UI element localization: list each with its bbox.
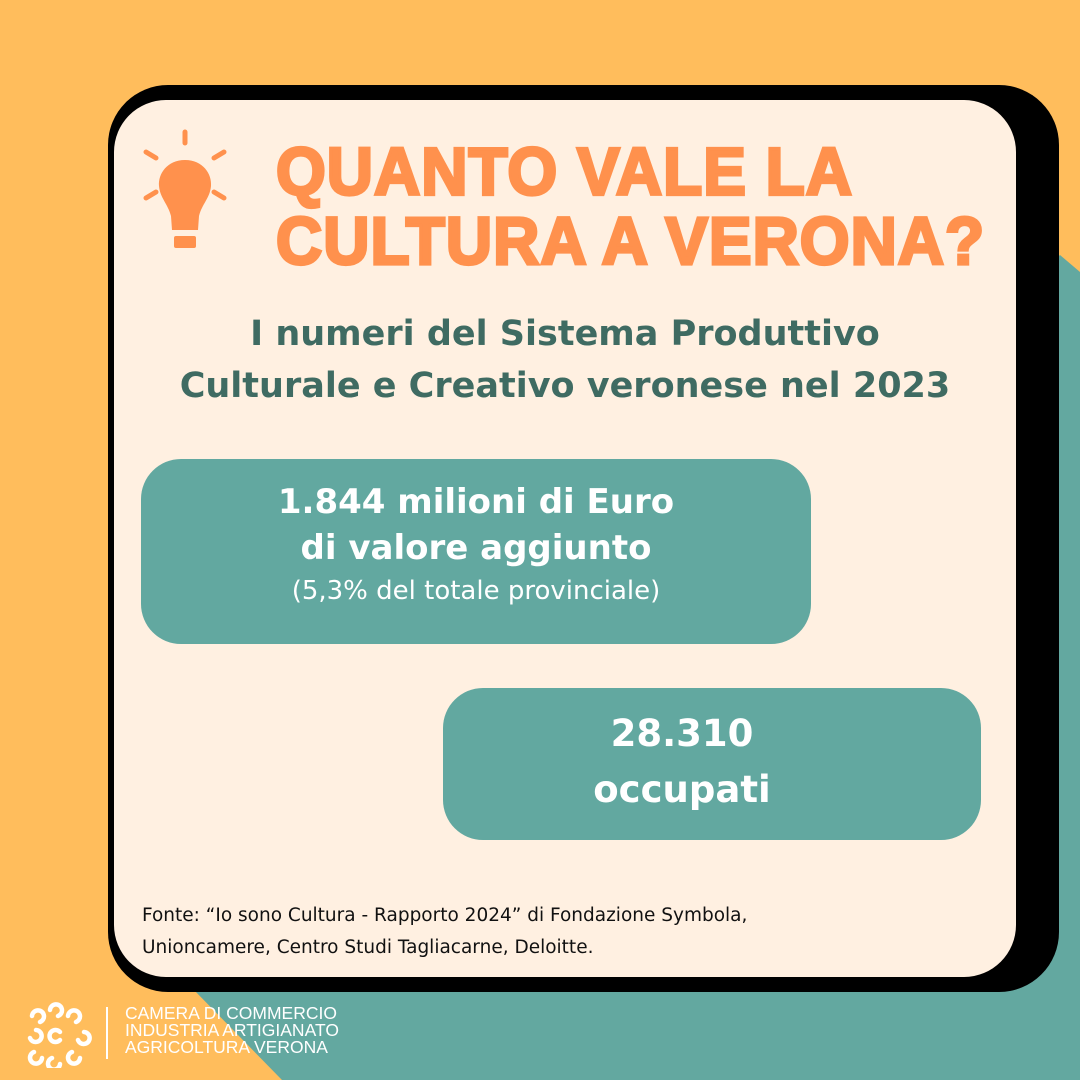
source-line: Unioncamere, Centro Studi Tagliacarne, D… [142, 937, 594, 958]
subtitle-line: Culturale e Creativo veronese nel 2023 [179, 366, 951, 406]
subtitle-line: I numeri del Sistema Produttivo [250, 314, 880, 354]
stat-note: (5,3% del totale provinciale) [291, 576, 661, 606]
subtitle: I numeri del Sistema Produttivo Cultural… [114, 308, 1016, 412]
title-line: CULTURA A VERONA? [274, 202, 986, 279]
stat-value: 1.844 milioni di Euro [277, 482, 675, 522]
stat-value: 28.310 [610, 712, 754, 755]
lightbulb-icon [143, 129, 227, 248]
institution-line: AGRICOLTURA VERONA [125, 1037, 328, 1057]
title-line: QUANTO VALE LA [274, 133, 853, 210]
employment-stat-box: 28.310 occupati [443, 688, 981, 840]
value-added-stat-box: 1.844 milioni di Euro di valore aggiunto… [141, 459, 811, 644]
source-line: Fonte: “Io sono Cultura - Rapporto 2024”… [142, 905, 748, 926]
page-title: QUANTO VALE LA CULTURA A VERONA? [274, 133, 986, 279]
logo-divider [106, 1007, 108, 1059]
stat-label: di valore aggiunto [300, 528, 652, 568]
source-note: Fonte: “Io sono Cultura - Rapporto 2024”… [142, 900, 747, 964]
chamber-of-commerce-logo [27, 1002, 92, 1068]
institution-name: CAMERA DI COMMERCIO INDUSTRIA ARTIGIANAT… [125, 1003, 339, 1057]
stat-label: occupati [593, 768, 771, 811]
institution-line: INDUSTRIA ARTIGIANATO [125, 1020, 339, 1040]
institution-line: CAMERA DI COMMERCIO [125, 1003, 337, 1023]
